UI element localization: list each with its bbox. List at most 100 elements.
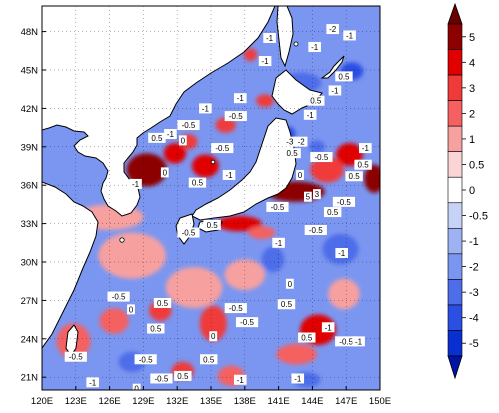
contour-label: -0.5 <box>155 374 169 383</box>
colorbar-label: -0.5 <box>469 211 488 223</box>
island-oki <box>210 159 216 165</box>
contour-label: 0 <box>129 305 134 314</box>
lat-tick-label: 36N <box>21 181 39 192</box>
contour-label-bg <box>283 148 301 159</box>
contour-label: -1 <box>362 144 370 153</box>
contour-label: -1 <box>307 111 315 120</box>
contour-label: -1 <box>202 104 210 113</box>
contour-label-bg <box>177 227 200 238</box>
colorbar-swatch <box>447 49 463 76</box>
contour-label-bg <box>328 85 342 96</box>
contour-label: 0.5 <box>177 372 189 381</box>
contour-label-bg <box>303 109 317 120</box>
anomaly-patch <box>328 278 360 310</box>
lon-tick-label: 141E <box>268 396 290 407</box>
contour-label: -0.5 <box>339 337 353 346</box>
colorbar-label: 2 <box>469 108 475 120</box>
lon-tick-label: 147E <box>335 396 357 407</box>
contour-label: 0.5 <box>310 97 322 106</box>
colorbar: 5 4 3 2 1 0.5 0 -0.5 -1 -2 -3 -4 -5 <box>447 2 488 380</box>
contour-labels: -1-2-10.5-1-1-1-10.5-1-1-0.5-0.5-10.5 0-0… <box>64 24 372 394</box>
contour-label-bg <box>354 159 372 170</box>
anomaly-patch <box>261 246 285 273</box>
contour-label-bg <box>127 304 135 315</box>
contour-label: -0.5 <box>309 226 323 235</box>
contour-label-bg <box>266 201 289 212</box>
contour-label: 0 <box>163 168 168 177</box>
colorbar-label: 0 <box>469 185 475 197</box>
contour-label: -1 <box>237 376 245 385</box>
anomaly-patch <box>276 343 317 365</box>
contour-label: -0.5 <box>229 304 243 313</box>
contour-label-bg <box>326 24 339 35</box>
contour-label-bg <box>222 169 236 180</box>
contour-label: 0.5 <box>349 172 361 181</box>
contour-label: 0 <box>211 332 216 341</box>
contour-label-bg <box>233 374 247 385</box>
colorbar-swatch <box>447 330 463 357</box>
contour-label: 0 <box>181 136 186 145</box>
contour-label-bg <box>335 336 358 347</box>
colorbar-label: 0.5 <box>469 159 484 171</box>
contour-label-bg <box>304 225 327 235</box>
contour-label-bg <box>321 322 335 333</box>
contour-label-bg <box>178 135 187 146</box>
contour-label-bg <box>345 171 363 182</box>
land-taiwan <box>65 324 79 357</box>
contour-label: 0 <box>288 280 293 289</box>
colorbar-swatch <box>447 176 463 204</box>
contour-label-bg <box>211 143 234 154</box>
contour-label-bg <box>107 291 130 302</box>
contour-label: 0 <box>298 171 303 180</box>
lon-tick-label: 123E <box>65 396 87 407</box>
contour-label-bg <box>313 189 321 200</box>
colorbar-swatch <box>447 304 463 331</box>
lon-tick-label: 144E <box>301 396 323 407</box>
contour-label: -0.5 <box>215 144 229 153</box>
contour-label: 0.5 <box>338 72 350 81</box>
map-area: -1-2-10.5-1-1-1-10.5-1-1-0.5-0.5-10.5 0-0… <box>42 6 380 394</box>
anomaly-patch <box>256 94 275 108</box>
land-honshu <box>191 117 297 221</box>
contour-label: -0.5 <box>112 293 126 302</box>
anomaly-patch <box>99 308 129 334</box>
colorbar-label: 5 <box>469 32 475 44</box>
contour-label: 5 <box>306 193 311 202</box>
contour-label-bg <box>233 93 247 104</box>
anomaly-patch <box>243 48 258 62</box>
contour-label-bg <box>258 56 272 67</box>
contour-label: -1 <box>237 94 245 103</box>
contour-label: 0 <box>134 385 139 394</box>
contour-label-bg <box>235 317 259 328</box>
contour-label: 0.5 <box>150 325 162 334</box>
contour-label: -3 <box>286 138 294 147</box>
colorbar-label: 1 <box>469 134 475 146</box>
anomaly-patch <box>215 117 236 133</box>
island-rebun <box>293 41 299 47</box>
land-sakhalin <box>276 6 294 68</box>
colorbar-label: -1 <box>469 236 479 248</box>
colorbar-label: -3 <box>469 287 479 299</box>
contour-label: -1 <box>266 34 274 43</box>
lat-tick-label: 33N <box>21 219 39 230</box>
contour-label: -1 <box>331 86 339 95</box>
colorbar-top-arrow <box>447 2 463 25</box>
contour-label: -1 <box>262 57 270 66</box>
contour-label-bg <box>148 132 166 143</box>
lon-tick-label: 129E <box>132 396 154 407</box>
contour-label: -1 <box>89 378 97 387</box>
lon-tick-label: 150E <box>369 396 391 407</box>
contour-label: 0.5 <box>151 134 163 143</box>
anomaly-patch <box>310 157 344 183</box>
contour-label: -1 <box>294 374 302 383</box>
contour-label: 0.5 <box>327 208 339 217</box>
contour-label: -0.5 <box>229 112 243 121</box>
contour-label-bg <box>174 370 192 381</box>
contour-label-bg <box>153 297 172 308</box>
contour-label: -0.5 <box>240 318 254 327</box>
contour-label-bg <box>307 95 325 106</box>
contour-label: -1 <box>355 337 363 346</box>
contour-label-bg <box>285 278 294 289</box>
